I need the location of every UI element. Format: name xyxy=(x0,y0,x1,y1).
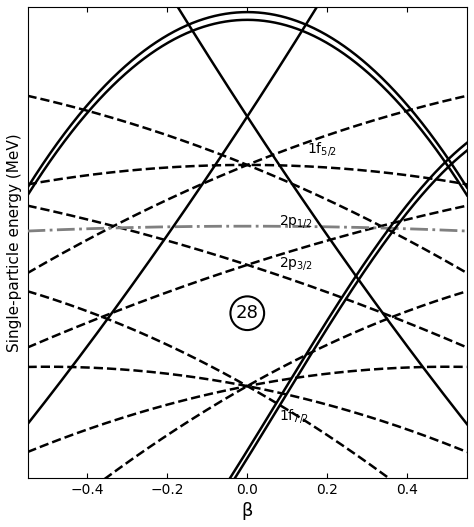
Y-axis label: Single-particle energy (MeV): Single-particle energy (MeV) xyxy=(7,133,22,352)
Text: 1f$_{7/2}$: 1f$_{7/2}$ xyxy=(279,407,310,425)
Text: 2p$_{3/2}$: 2p$_{3/2}$ xyxy=(279,255,313,272)
Text: 1f$_{5/2}$: 1f$_{5/2}$ xyxy=(307,140,337,158)
Text: 2p$_{1/2}$: 2p$_{1/2}$ xyxy=(279,212,313,230)
X-axis label: β: β xyxy=(242,502,253,520)
Text: 28: 28 xyxy=(236,304,259,322)
